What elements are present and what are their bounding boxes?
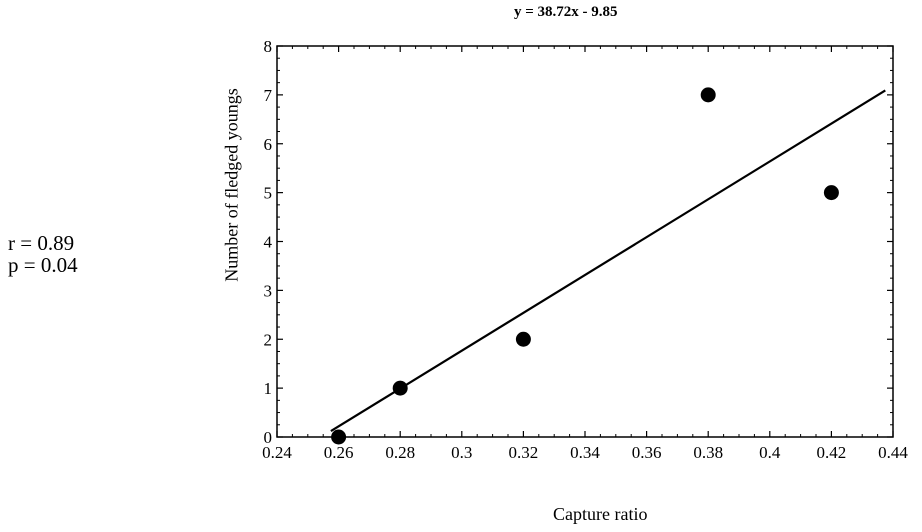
y-tick-label: 5 bbox=[264, 184, 273, 203]
tick-labels: 0.24 0.26 0.28 0.3 0.32 0.34 0.36 0.38 0.4 0.42 0.… bbox=[262, 37, 908, 462]
plot-frame bbox=[276, 45, 894, 438]
x-tick-label: 0.28 bbox=[385, 443, 415, 462]
regression-line bbox=[330, 89, 886, 433]
data-point bbox=[392, 380, 408, 396]
y-tick-label: 8 bbox=[264, 37, 273, 56]
y-tick-label: 0 bbox=[264, 428, 273, 447]
x-axis-label: Capture ratio bbox=[553, 504, 648, 524]
x-tick-label: 0.34 bbox=[570, 443, 600, 462]
plot-frame-rect bbox=[276, 45, 894, 438]
y-tick-label: 7 bbox=[264, 86, 273, 105]
y-tick-label: 2 bbox=[264, 330, 273, 349]
data-point bbox=[700, 87, 716, 103]
data-point bbox=[515, 331, 531, 347]
y-tick-label: 1 bbox=[264, 379, 273, 398]
x-tick-label: 0.42 bbox=[817, 443, 847, 462]
x-tick-label: 0.36 bbox=[632, 443, 662, 462]
x-tick-label: 0.24 bbox=[262, 443, 292, 462]
data-points bbox=[331, 87, 839, 445]
ticks bbox=[276, 45, 894, 438]
y-tick-label: 4 bbox=[264, 233, 273, 252]
data-point bbox=[823, 185, 839, 201]
y-tick-label: 3 bbox=[264, 281, 273, 300]
p-value: p = 0.04 bbox=[8, 253, 78, 277]
y-tick-label: 6 bbox=[264, 135, 273, 154]
regression-line-group bbox=[330, 89, 886, 433]
x-tick-label: 0.26 bbox=[324, 443, 354, 462]
chart-title: y = 38.72x - 9.85 bbox=[514, 4, 618, 20]
x-tick-label: 0.4 bbox=[759, 443, 781, 462]
x-tick-label: 0.3 bbox=[451, 443, 472, 462]
x-tick-label: 0.32 bbox=[509, 443, 539, 462]
x-tick-label: 0.44 bbox=[878, 443, 908, 462]
data-point bbox=[331, 429, 347, 445]
r-value: r = 0.89 bbox=[8, 231, 75, 255]
x-tick-label: 0.38 bbox=[693, 443, 723, 462]
stats-block: r = 0.89 p = 0.04 bbox=[8, 232, 78, 276]
